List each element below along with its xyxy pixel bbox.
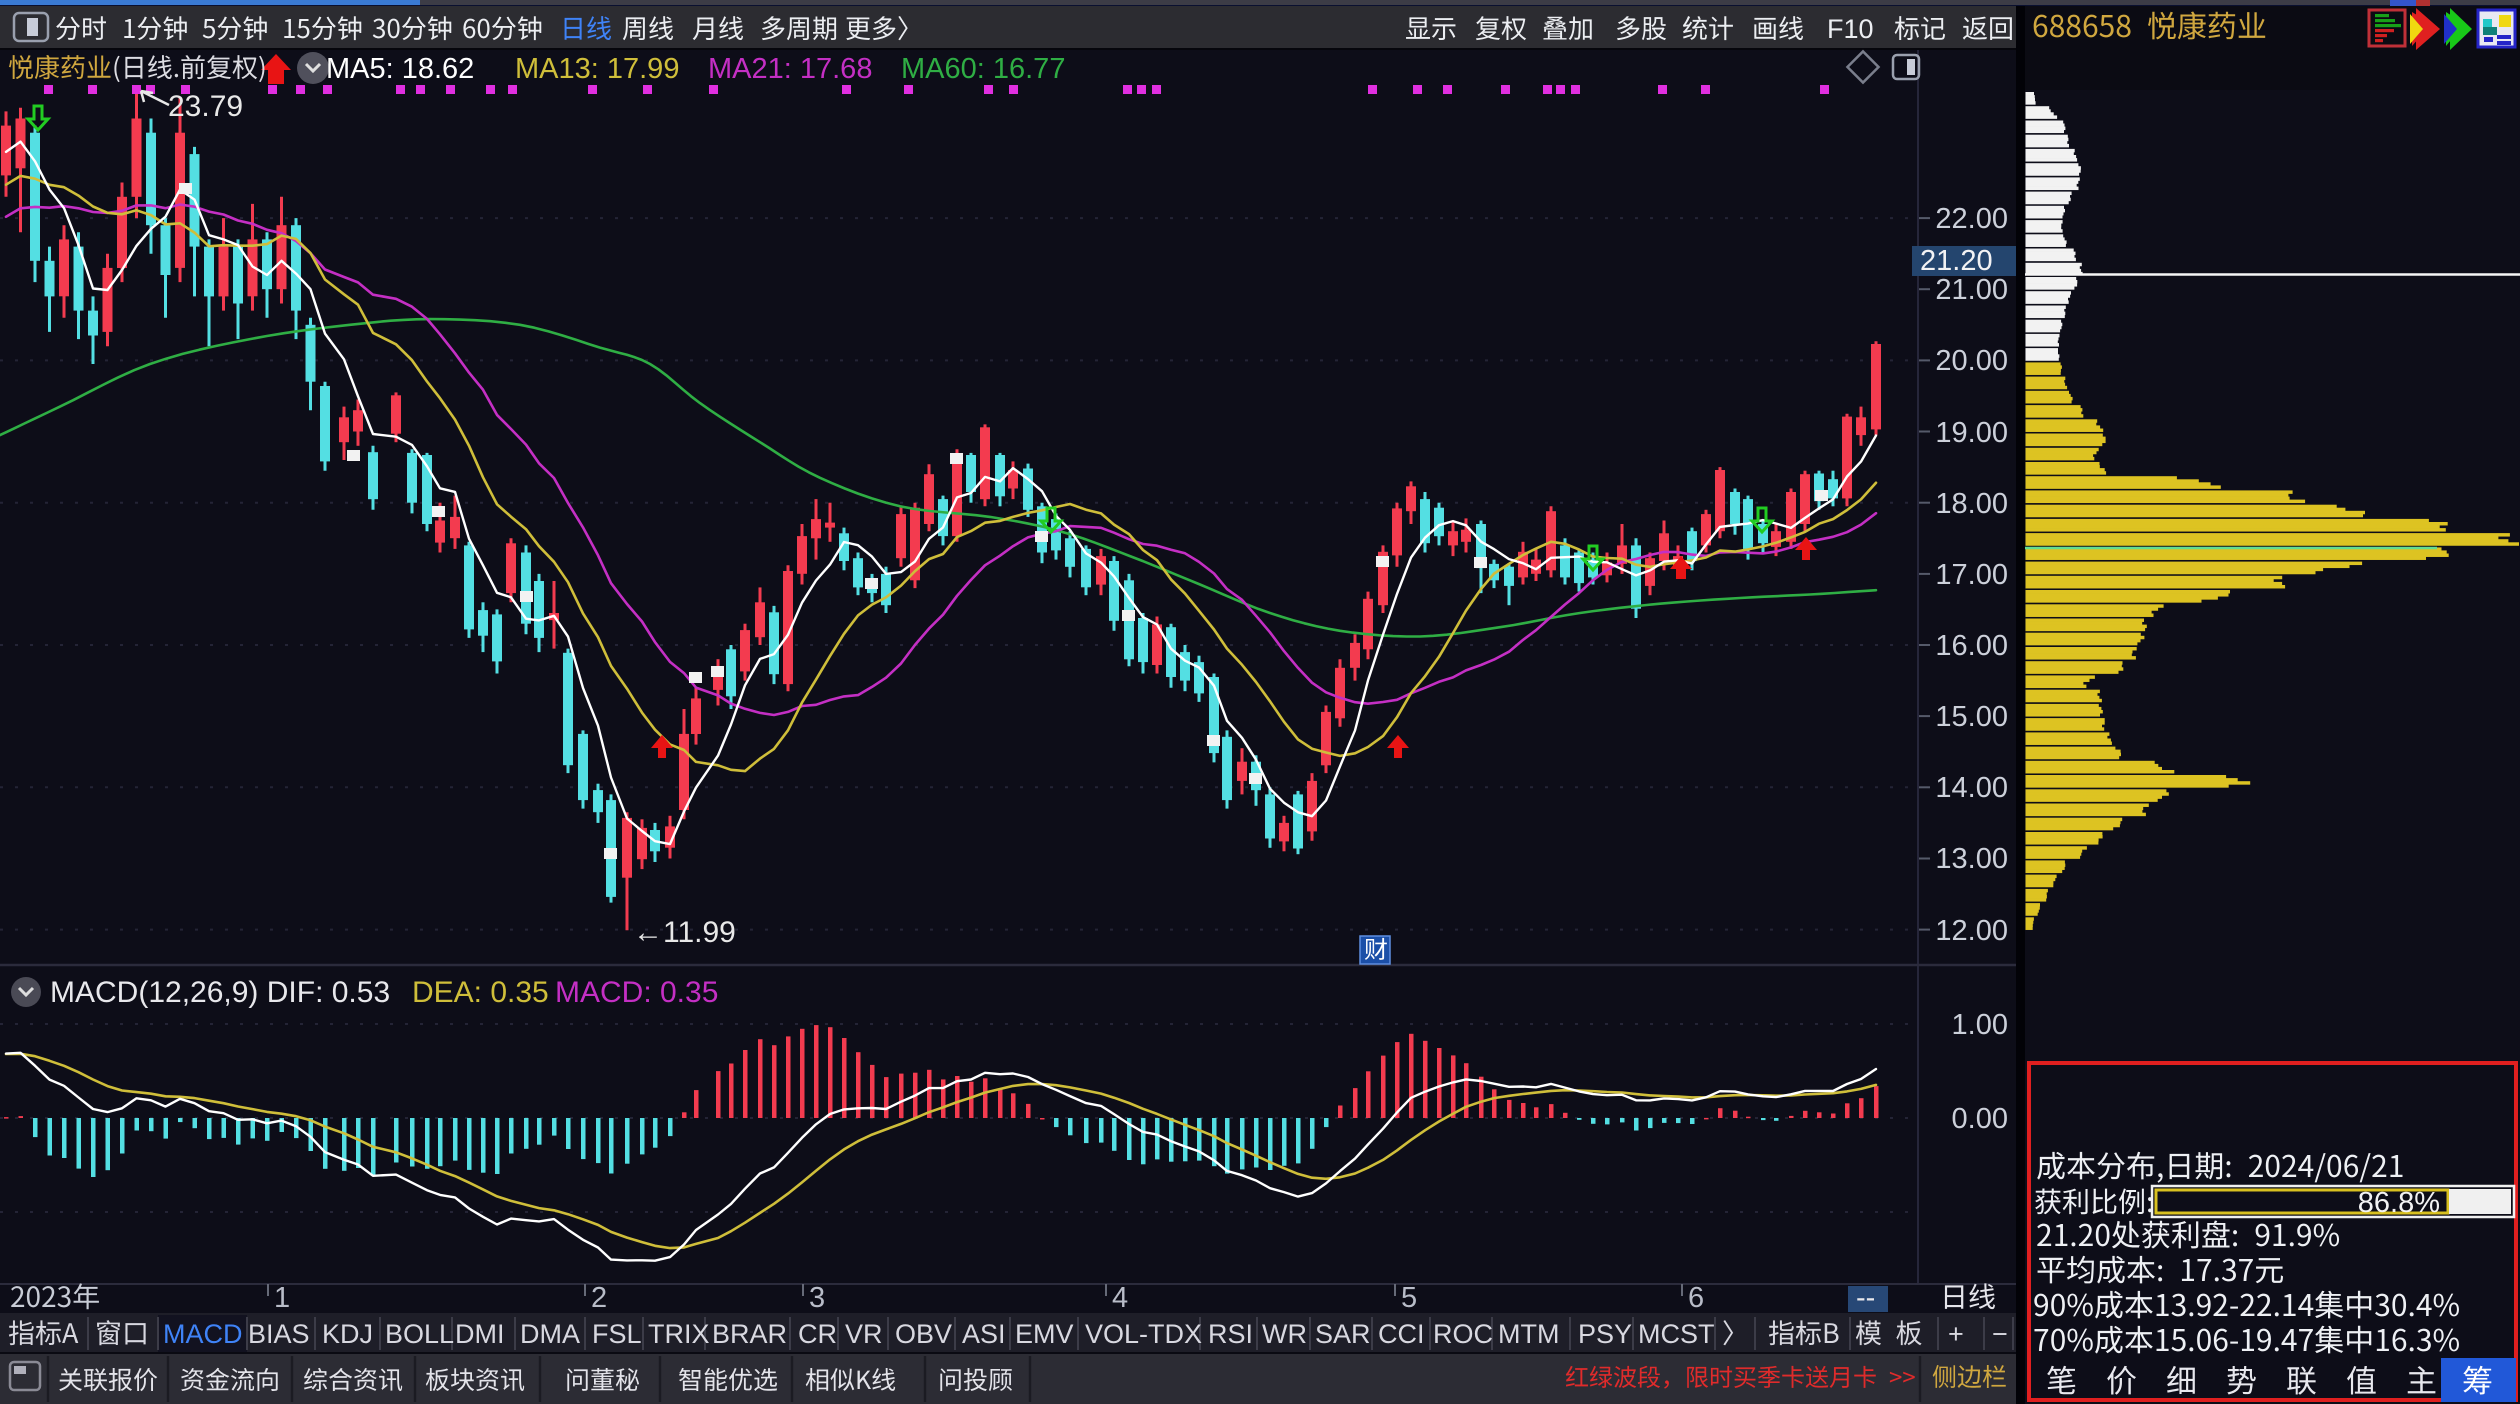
svg-text:RSI: RSI <box>1208 1319 1253 1349</box>
svg-text:VR: VR <box>845 1319 883 1349</box>
svg-text:15.00: 15.00 <box>1935 701 2008 733</box>
svg-text:ROC: ROC <box>1433 1319 1493 1349</box>
svg-text:BRAR: BRAR <box>712 1319 787 1349</box>
svg-text:MACD: MACD <box>163 1319 243 1349</box>
svg-text:BOLL: BOLL <box>385 1319 454 1349</box>
svg-text:6: 6 <box>1688 1282 1704 1314</box>
svg-text:+: + <box>1948 1319 1964 1349</box>
svg-text:EMV: EMV <box>1015 1319 1074 1349</box>
svg-text:22.00: 22.00 <box>1935 203 2008 235</box>
svg-text:14.00: 14.00 <box>1935 772 2008 804</box>
svg-text:ASI: ASI <box>962 1319 1006 1349</box>
svg-text:OBV: OBV <box>895 1319 952 1349</box>
svg-text:5: 5 <box>1401 1282 1417 1314</box>
svg-text:MTM: MTM <box>1498 1319 1559 1349</box>
svg-text:18.00: 18.00 <box>1935 488 2008 520</box>
svg-text:SAR: SAR <box>1315 1319 1371 1349</box>
svg-text:4: 4 <box>1112 1282 1128 1314</box>
svg-text:PSY: PSY <box>1578 1319 1632 1349</box>
svg-text:--: -- <box>1856 1282 1875 1314</box>
svg-text:←11.99: ←11.99 <box>633 916 736 949</box>
svg-text:MACD: 0.35: MACD: 0.35 <box>555 976 718 1009</box>
svg-text:MA13: 17.99: MA13: 17.99 <box>515 53 679 85</box>
svg-text:12.00: 12.00 <box>1935 915 2008 947</box>
svg-text:86.8%: 86.8% <box>2358 1187 2440 1219</box>
svg-text:MACD(12,26,9) DIF: 0.53: MACD(12,26,9) DIF: 0.53 <box>50 976 390 1009</box>
svg-text:2: 2 <box>591 1282 607 1314</box>
svg-text:−: − <box>1992 1319 2008 1349</box>
svg-text:MA21: 17.68: MA21: 17.68 <box>708 53 872 85</box>
svg-text:1.00: 1.00 <box>1952 1009 2008 1041</box>
svg-text:3: 3 <box>809 1282 825 1314</box>
svg-text:DMI: DMI <box>455 1319 505 1349</box>
svg-text:TRIX: TRIX <box>648 1319 710 1349</box>
svg-text:23.79: 23.79 <box>168 90 243 123</box>
svg-text:MA60: 16.77: MA60: 16.77 <box>901 53 1065 85</box>
svg-text:BIAS: BIAS <box>248 1319 310 1349</box>
svg-text:17.00: 17.00 <box>1935 559 2008 591</box>
svg-text:MA5: 18.62: MA5: 18.62 <box>326 53 474 85</box>
svg-text:20.00: 20.00 <box>1935 345 2008 377</box>
svg-text:21.20: 21.20 <box>1920 245 1993 277</box>
svg-text:0.00: 0.00 <box>1952 1103 2008 1135</box>
svg-text:CR: CR <box>798 1319 837 1349</box>
svg-text:WR: WR <box>1262 1319 1307 1349</box>
svg-text:1: 1 <box>274 1282 290 1314</box>
svg-text:21.00: 21.00 <box>1935 274 2008 306</box>
svg-text:13.00: 13.00 <box>1935 843 2008 875</box>
svg-text:DMA: DMA <box>520 1319 580 1349</box>
svg-text:F10: F10 <box>1827 14 1874 44</box>
svg-text:16.00: 16.00 <box>1935 630 2008 662</box>
svg-text:VOL-TDX: VOL-TDX <box>1085 1319 1202 1349</box>
svg-text:DEA: 0.35: DEA: 0.35 <box>412 976 549 1009</box>
svg-text:19.00: 19.00 <box>1935 417 2008 449</box>
svg-text:FSL: FSL <box>592 1319 642 1349</box>
svg-text:MCST: MCST <box>1638 1319 1715 1349</box>
svg-text:KDJ: KDJ <box>322 1319 373 1349</box>
svg-text:CCI: CCI <box>1378 1319 1425 1349</box>
